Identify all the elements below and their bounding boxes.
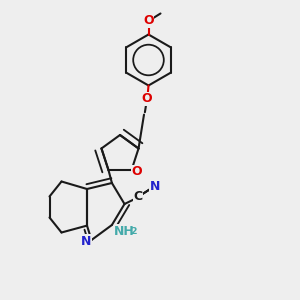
Text: O: O [142, 92, 152, 106]
Text: O: O [131, 165, 142, 178]
Text: O: O [143, 14, 154, 28]
Text: C: C [134, 190, 142, 203]
Text: N: N [150, 179, 160, 193]
Text: NH: NH [114, 225, 135, 238]
Text: N: N [81, 235, 91, 248]
Text: 2: 2 [130, 227, 137, 236]
